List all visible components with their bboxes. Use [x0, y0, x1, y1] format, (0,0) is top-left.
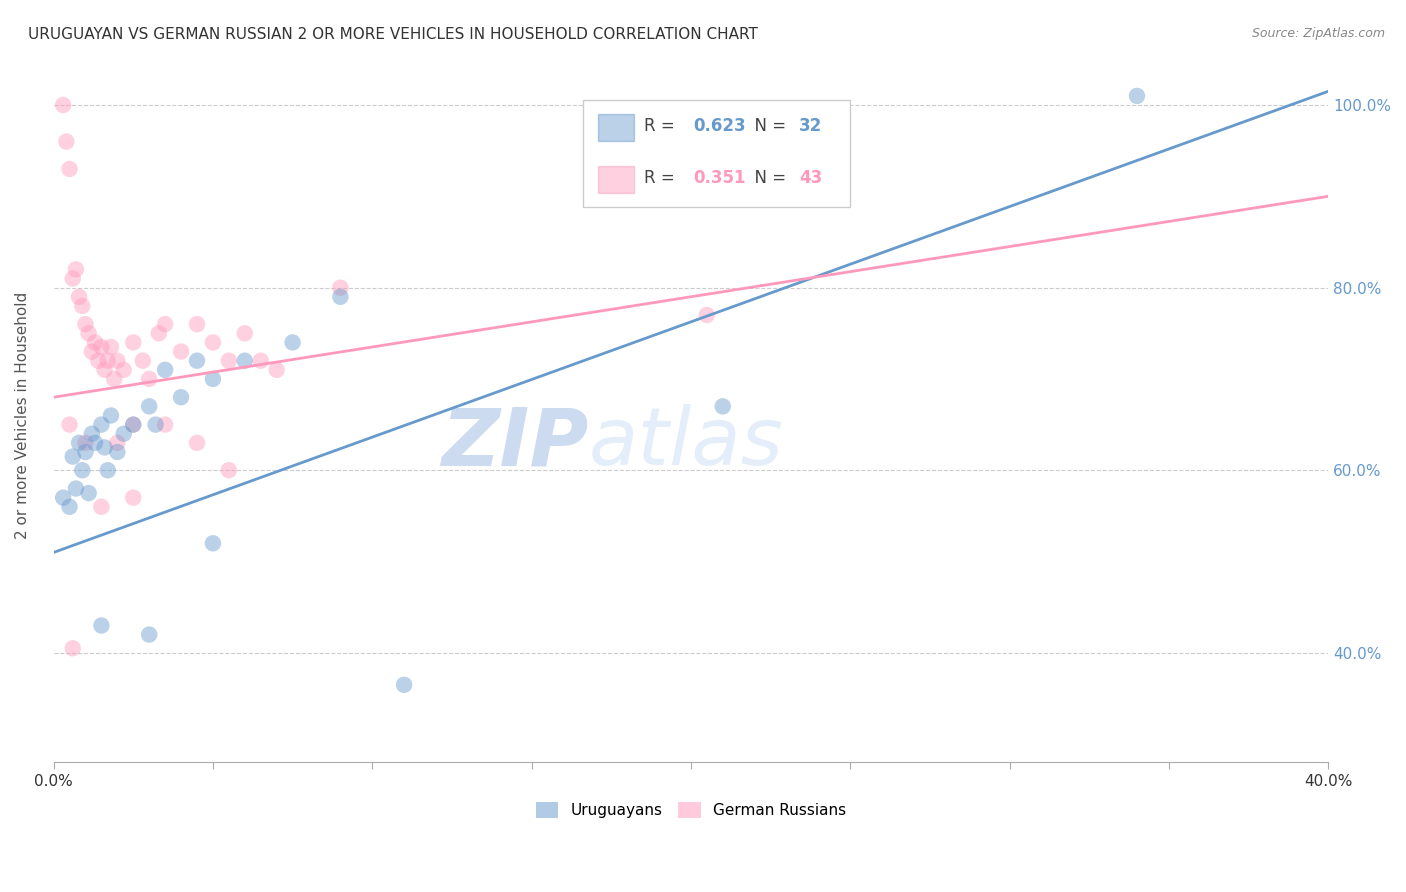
Point — [65, 482, 87, 496]
Point — [392, 678, 415, 692]
Text: atlas: atlas — [589, 404, 783, 483]
Point — [80, 344, 103, 359]
Point — [52, 491, 75, 505]
Point — [100, 340, 122, 354]
Point — [138, 400, 160, 414]
Point — [93, 441, 115, 455]
Point — [75, 317, 97, 331]
Point — [90, 618, 112, 632]
Point — [52, 98, 75, 112]
Point — [105, 353, 128, 368]
Point — [97, 353, 120, 368]
Point — [75, 445, 97, 459]
Point — [170, 390, 193, 404]
Point — [201, 335, 224, 350]
Point — [105, 435, 128, 450]
Point — [138, 372, 160, 386]
Point — [58, 500, 80, 514]
Text: 32: 32 — [799, 117, 823, 135]
Point — [145, 417, 167, 432]
Point — [186, 353, 208, 368]
Text: ZIP: ZIP — [441, 404, 589, 483]
Point — [138, 627, 160, 641]
Point — [122, 417, 145, 432]
Point — [58, 417, 80, 432]
Point — [329, 290, 352, 304]
Point — [58, 161, 80, 176]
Point — [266, 363, 288, 377]
Point — [233, 353, 256, 368]
Text: N =: N = — [744, 117, 792, 135]
FancyBboxPatch shape — [598, 166, 634, 194]
Point — [233, 326, 256, 341]
Point — [103, 372, 125, 386]
Point — [93, 363, 115, 377]
Point — [55, 135, 77, 149]
Point — [90, 340, 112, 354]
Text: R =: R = — [644, 117, 679, 135]
Point — [201, 536, 224, 550]
Point — [80, 426, 103, 441]
Point — [87, 353, 110, 368]
Point — [201, 372, 224, 386]
Point — [249, 353, 271, 368]
Text: 0.351: 0.351 — [693, 169, 747, 187]
Y-axis label: 2 or more Vehicles in Household: 2 or more Vehicles in Household — [15, 292, 30, 539]
Point — [711, 400, 734, 414]
Point — [281, 335, 304, 350]
Text: N =: N = — [744, 169, 792, 187]
Text: URUGUAYAN VS GERMAN RUSSIAN 2 OR MORE VEHICLES IN HOUSEHOLD CORRELATION CHART: URUGUAYAN VS GERMAN RUSSIAN 2 OR MORE VE… — [28, 27, 758, 42]
Point — [170, 344, 193, 359]
Point — [218, 463, 240, 477]
Point — [84, 435, 107, 450]
Point — [67, 290, 90, 304]
Point — [186, 317, 208, 331]
Point — [153, 417, 176, 432]
Point — [72, 463, 94, 477]
Point — [132, 353, 155, 368]
Point — [696, 308, 718, 322]
Point — [97, 463, 120, 477]
Point — [122, 417, 145, 432]
Text: R =: R = — [644, 169, 679, 187]
Point — [62, 641, 84, 656]
Point — [1126, 89, 1149, 103]
Point — [112, 363, 135, 377]
Point — [105, 445, 128, 459]
Point — [75, 435, 97, 450]
Point — [65, 262, 87, 277]
Point — [67, 435, 90, 450]
Point — [77, 326, 100, 341]
Point — [90, 500, 112, 514]
Text: 43: 43 — [799, 169, 823, 187]
Point — [153, 363, 176, 377]
Point — [122, 491, 145, 505]
Point — [153, 317, 176, 331]
FancyBboxPatch shape — [598, 113, 634, 141]
Point — [329, 280, 352, 294]
Point — [218, 353, 240, 368]
Point — [100, 409, 122, 423]
Point — [122, 335, 145, 350]
Point — [84, 335, 107, 350]
FancyBboxPatch shape — [582, 100, 851, 207]
Point — [72, 299, 94, 313]
Point — [186, 435, 208, 450]
Point — [77, 486, 100, 500]
Point — [62, 450, 84, 464]
Point — [90, 417, 112, 432]
Point — [148, 326, 170, 341]
Text: 0.623: 0.623 — [693, 117, 747, 135]
Point — [112, 426, 135, 441]
Text: Source: ZipAtlas.com: Source: ZipAtlas.com — [1251, 27, 1385, 40]
Point — [62, 271, 84, 285]
Legend: Uruguayans, German Russians: Uruguayans, German Russians — [530, 796, 852, 824]
